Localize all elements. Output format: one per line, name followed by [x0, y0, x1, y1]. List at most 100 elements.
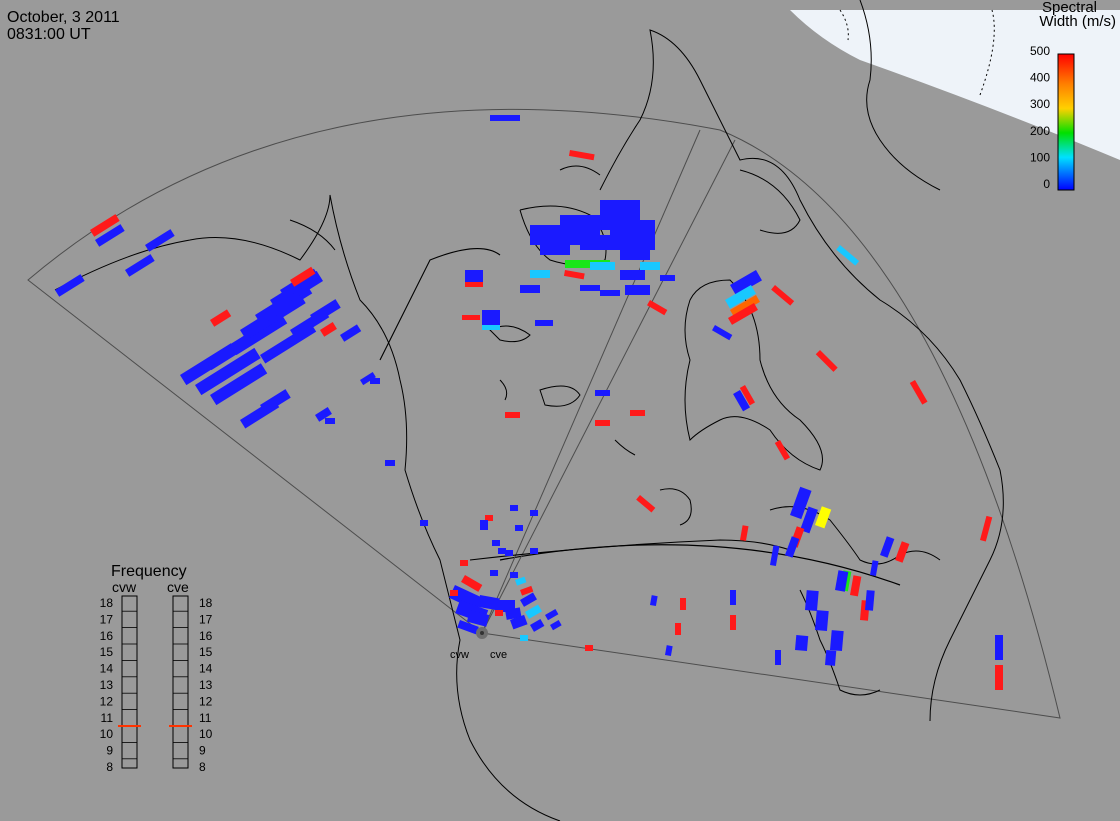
radar-echo-cell [462, 315, 480, 320]
radar-echo-cell [774, 440, 790, 461]
radar-echo-cell [465, 282, 483, 287]
freq-level-label-left: 18 [100, 596, 114, 610]
radar-echo-cell [209, 363, 268, 406]
freq-level-label-right: 18 [199, 596, 213, 610]
radar-echo-cell [525, 604, 542, 619]
radar-echo-cell [530, 510, 538, 516]
colorbar-tick-label: 0 [1043, 177, 1050, 191]
terminator-dotted-line [979, 9, 995, 96]
radar-echo-cell [495, 600, 515, 612]
freq-level-label-right: 11 [199, 711, 212, 725]
radar-echo-cell [800, 506, 818, 534]
radar-echo-cell [505, 550, 513, 556]
freq-level-label-left: 17 [100, 612, 114, 626]
radar-echo-cell [740, 525, 749, 542]
radar-echo-cell [510, 614, 528, 630]
freq-level-label-right: 8 [199, 760, 206, 774]
freq-level-label-right: 10 [199, 727, 213, 741]
radar-echo-cell [460, 560, 468, 566]
radar-echo-cell [515, 525, 523, 531]
freq-column-cvw [121, 595, 138, 769]
radar-echo-cell [385, 460, 395, 466]
radar-data-cells [54, 115, 1003, 690]
radar-echo-cell [195, 347, 261, 396]
freq-level-label-left: 12 [100, 694, 114, 708]
radar-echo-cell [325, 418, 335, 424]
radar-echo-cell [636, 494, 656, 513]
radar-echo-cell [815, 350, 838, 372]
freq-column-cve [172, 595, 189, 769]
radar-echo-cell [585, 645, 593, 651]
colorbar-title-line1: Spectral [1041, 0, 1097, 16]
freq-level-label-left: 10 [100, 727, 114, 741]
radar-echo-cell [620, 270, 645, 280]
radar-echo-cell [865, 590, 875, 611]
radar-echo-cell [995, 665, 1003, 690]
radar-echo-cell [835, 570, 849, 592]
radar-echo-cell [320, 322, 337, 337]
radar-echo-cell [90, 214, 120, 237]
freq-level-label-right: 12 [199, 694, 213, 708]
radar-echo-cell [600, 290, 620, 296]
radar-echo-cell [544, 609, 559, 621]
radar-echo-cell [520, 635, 528, 641]
freq-level-label-left: 8 [106, 760, 113, 774]
radar-echo-cell [340, 324, 362, 342]
colorbar-ticks: 500 400 300 200 100 0 [1030, 44, 1050, 191]
radar-echo-cell [315, 407, 332, 422]
date-label: October, 3 2011 [7, 9, 120, 26]
polar-dotted-circle [839, 9, 849, 41]
radar-echo-cell [520, 285, 540, 293]
freq-level-label-right: 13 [199, 678, 213, 692]
radar-echo-cell [870, 560, 879, 577]
radar-echo-cell [595, 390, 610, 396]
radar-echo-cell [565, 260, 610, 268]
radar-echo-cell [785, 536, 800, 558]
colorbar-title-line2: Width (m/s) [1039, 13, 1116, 30]
freq-level-label-right: 15 [199, 645, 213, 659]
radar-echo-cell [514, 576, 527, 586]
radar-echo-cell [359, 372, 376, 386]
radar-echo-cell [498, 548, 506, 554]
radar-echo-cell [600, 200, 640, 220]
radar-echo-cell [580, 235, 630, 250]
colorbar-gradient [1057, 53, 1075, 191]
radar-echo-cell [457, 620, 479, 635]
radar-echo-cell [568, 150, 595, 161]
radar-echo-cell [490, 570, 498, 576]
radar-echo-cell [728, 303, 758, 325]
fov-inner-beam-2 [481, 129, 701, 634]
radar-echo-cell [730, 295, 760, 317]
radar-echo-cell [805, 590, 819, 612]
freq-levels: 18 18 17 17 16 16 15 15 14 14 13 13 12 12 11 11 10 10 9 9 8 8 [100, 596, 213, 774]
radar-echo-cell [620, 250, 650, 260]
radar-echo-cell [830, 630, 844, 652]
radar-echo-cell [370, 378, 380, 384]
radar-echo-cell [54, 274, 85, 297]
radar-echo-cell [850, 575, 862, 597]
radar-echo-cell [477, 595, 500, 611]
radar-echo-cell [789, 486, 812, 520]
radar-echo-cell [646, 299, 668, 316]
freq-level-label-left: 13 [100, 678, 114, 692]
spectral-width-colorbar: 500 400 300 200 100 0 [1030, 44, 1075, 191]
freq-level-label-left: 14 [100, 662, 114, 676]
radar-echo-cell [995, 635, 1003, 660]
radar-echo-cell [979, 515, 993, 542]
radar-echo-cell [650, 595, 658, 607]
radar-site-center [480, 631, 484, 635]
radar-echo-cell [485, 515, 493, 521]
radar-echo-cell [95, 224, 125, 247]
radar-echo-cell [490, 115, 520, 121]
radar-echo-cell [730, 590, 736, 605]
freq-level-label-left: 9 [106, 744, 113, 758]
radar-echo-cell [230, 313, 288, 356]
radar-echo-cell [665, 645, 673, 657]
radar-echo-cell [540, 245, 570, 255]
radar-echo-cell [775, 650, 781, 665]
arctic-overlay [760, 10, 1120, 160]
political-borders [379, 248, 791, 561]
radar-echo-cell [492, 540, 500, 546]
